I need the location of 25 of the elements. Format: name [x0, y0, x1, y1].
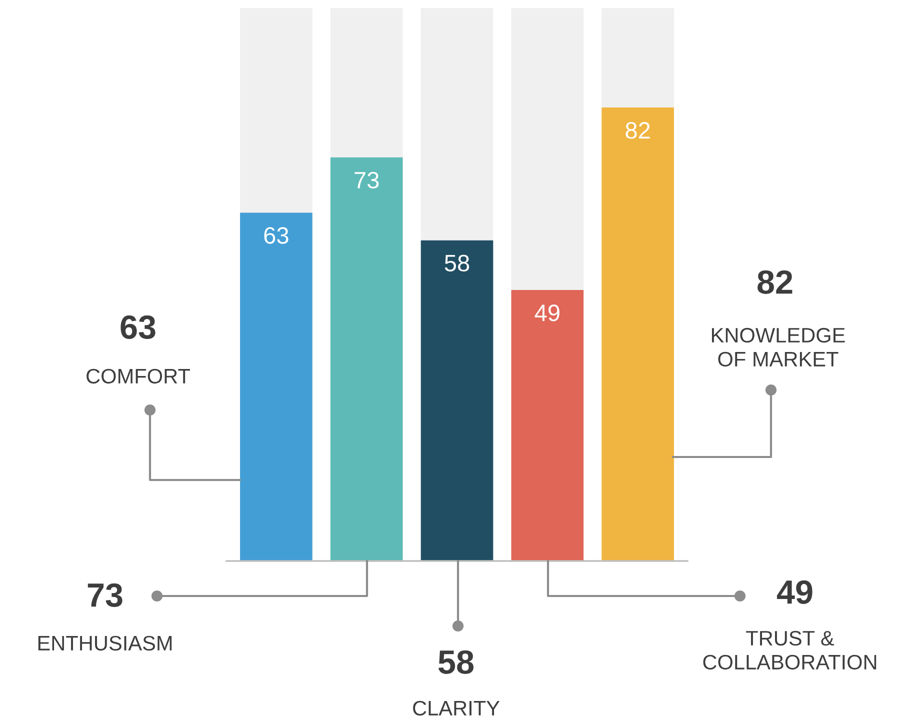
bar: [330, 8, 403, 158]
bar: [511, 290, 584, 561]
text: 73: [88, 583, 122, 607]
text: ENTHUSIASM: [38, 636, 172, 651]
bar: [420, 240, 494, 561]
text: 63: [120, 315, 156, 339]
bar: [602, 8, 674, 108]
bar: [330, 157, 403, 561]
data-label: 58: [444, 254, 470, 272]
text: TRUST & COLLABORATION: [703, 630, 876, 670]
text: 58: [438, 650, 474, 674]
bar: [511, 8, 584, 290]
data-label: 63: [264, 227, 288, 244]
bar: [240, 8, 312, 213]
data-label: 73: [354, 172, 379, 189]
text: 49: [776, 580, 812, 604]
text: COMFORT: [86, 368, 190, 384]
text: 82: [758, 270, 792, 294]
text: KNOWLEDGE OF MARKET: [712, 328, 845, 367]
text: CLARITY: [413, 700, 500, 716]
data-label: 82: [626, 122, 650, 139]
bar: [602, 108, 674, 561]
data-label: 49: [534, 304, 560, 322]
bar: [420, 8, 494, 240]
bar: [240, 212, 312, 561]
